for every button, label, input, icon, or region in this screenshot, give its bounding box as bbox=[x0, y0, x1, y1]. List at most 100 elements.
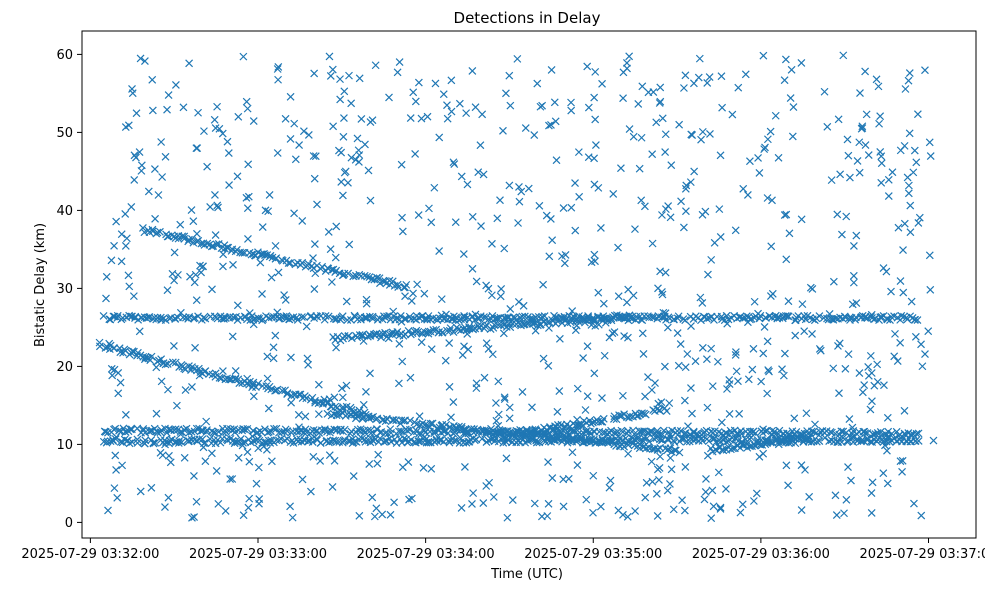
data-point bbox=[468, 312, 477, 321]
data-point bbox=[447, 413, 455, 422]
data-point bbox=[768, 196, 776, 205]
data-point bbox=[926, 285, 935, 294]
data-point bbox=[780, 76, 789, 85]
data-point bbox=[482, 427, 491, 436]
data-point bbox=[677, 197, 685, 206]
data-point bbox=[681, 71, 690, 80]
data-point bbox=[896, 277, 905, 286]
data-point bbox=[591, 115, 600, 124]
data-point bbox=[702, 314, 711, 323]
data-point bbox=[494, 377, 503, 386]
data-point bbox=[771, 111, 780, 120]
data-point bbox=[803, 435, 812, 444]
data-point bbox=[732, 367, 741, 376]
data-point bbox=[168, 358, 177, 367]
data-point bbox=[354, 146, 363, 155]
data-point bbox=[170, 276, 179, 285]
data-point bbox=[515, 183, 523, 191]
data-point bbox=[538, 101, 547, 110]
data-point bbox=[351, 437, 359, 446]
data-point bbox=[866, 405, 875, 414]
data-point bbox=[373, 273, 382, 282]
data-point bbox=[866, 351, 875, 360]
data-point bbox=[355, 331, 364, 339]
data-point bbox=[324, 312, 333, 321]
data-point bbox=[731, 350, 740, 359]
data-point bbox=[874, 82, 883, 91]
data-point bbox=[243, 204, 252, 213]
data-point bbox=[411, 97, 420, 106]
data-point bbox=[226, 312, 234, 321]
data-point bbox=[488, 239, 496, 248]
data-point bbox=[877, 159, 886, 168]
data-point bbox=[635, 440, 644, 449]
data-point bbox=[873, 360, 882, 369]
data-point bbox=[653, 429, 662, 438]
data-point bbox=[702, 355, 711, 364]
data-point bbox=[426, 419, 435, 428]
data-point bbox=[163, 359, 172, 368]
data-point bbox=[447, 107, 456, 116]
data-point bbox=[786, 94, 795, 102]
data-point bbox=[229, 260, 237, 269]
data-point bbox=[795, 434, 804, 443]
data-point bbox=[309, 452, 318, 461]
data-point bbox=[598, 394, 606, 403]
data-point bbox=[313, 200, 321, 209]
data-point bbox=[899, 246, 907, 255]
data-point bbox=[351, 155, 360, 164]
data-point bbox=[397, 416, 406, 425]
data-point bbox=[749, 497, 758, 505]
data-point bbox=[174, 439, 183, 447]
data-point bbox=[697, 135, 705, 144]
data-point bbox=[505, 71, 514, 80]
data-point bbox=[669, 505, 678, 514]
data-point bbox=[206, 202, 215, 211]
data-point bbox=[299, 127, 308, 136]
data-point bbox=[802, 409, 811, 418]
data-point bbox=[108, 371, 117, 380]
data-point bbox=[631, 507, 640, 515]
data-point bbox=[482, 482, 491, 490]
data-point bbox=[638, 316, 647, 325]
data-point bbox=[404, 327, 413, 335]
data-point bbox=[581, 406, 590, 414]
data-point bbox=[449, 158, 458, 167]
data-point bbox=[398, 227, 407, 236]
data-point bbox=[201, 314, 210, 323]
data-point bbox=[906, 201, 915, 210]
y-tick-label: 30 bbox=[56, 282, 73, 297]
data-point bbox=[493, 214, 502, 223]
data-point bbox=[290, 209, 299, 218]
data-point bbox=[714, 468, 723, 477]
data-point bbox=[784, 297, 793, 306]
data-point bbox=[610, 328, 619, 336]
data-point bbox=[405, 312, 414, 321]
data-point bbox=[171, 358, 180, 367]
data-point bbox=[283, 389, 292, 398]
data-point bbox=[164, 385, 172, 394]
data-point bbox=[653, 314, 662, 323]
data-point bbox=[329, 314, 338, 323]
data-point bbox=[362, 387, 370, 396]
data-point bbox=[560, 259, 569, 268]
data-point bbox=[883, 413, 892, 422]
data-point bbox=[599, 414, 608, 423]
data-point bbox=[289, 313, 298, 322]
data-point bbox=[849, 278, 858, 287]
data-point bbox=[678, 496, 687, 505]
data-point bbox=[417, 338, 426, 347]
data-point bbox=[567, 98, 575, 107]
data-point bbox=[616, 164, 625, 173]
data-point bbox=[646, 427, 655, 436]
data-point bbox=[258, 289, 266, 298]
data-point bbox=[861, 429, 870, 438]
data-point bbox=[441, 356, 450, 365]
data-point bbox=[409, 289, 417, 298]
data-point bbox=[239, 511, 248, 520]
data-point bbox=[559, 475, 568, 484]
data-point bbox=[736, 508, 745, 517]
data-point bbox=[619, 68, 628, 77]
data-point bbox=[423, 112, 432, 121]
data-point bbox=[571, 326, 580, 335]
